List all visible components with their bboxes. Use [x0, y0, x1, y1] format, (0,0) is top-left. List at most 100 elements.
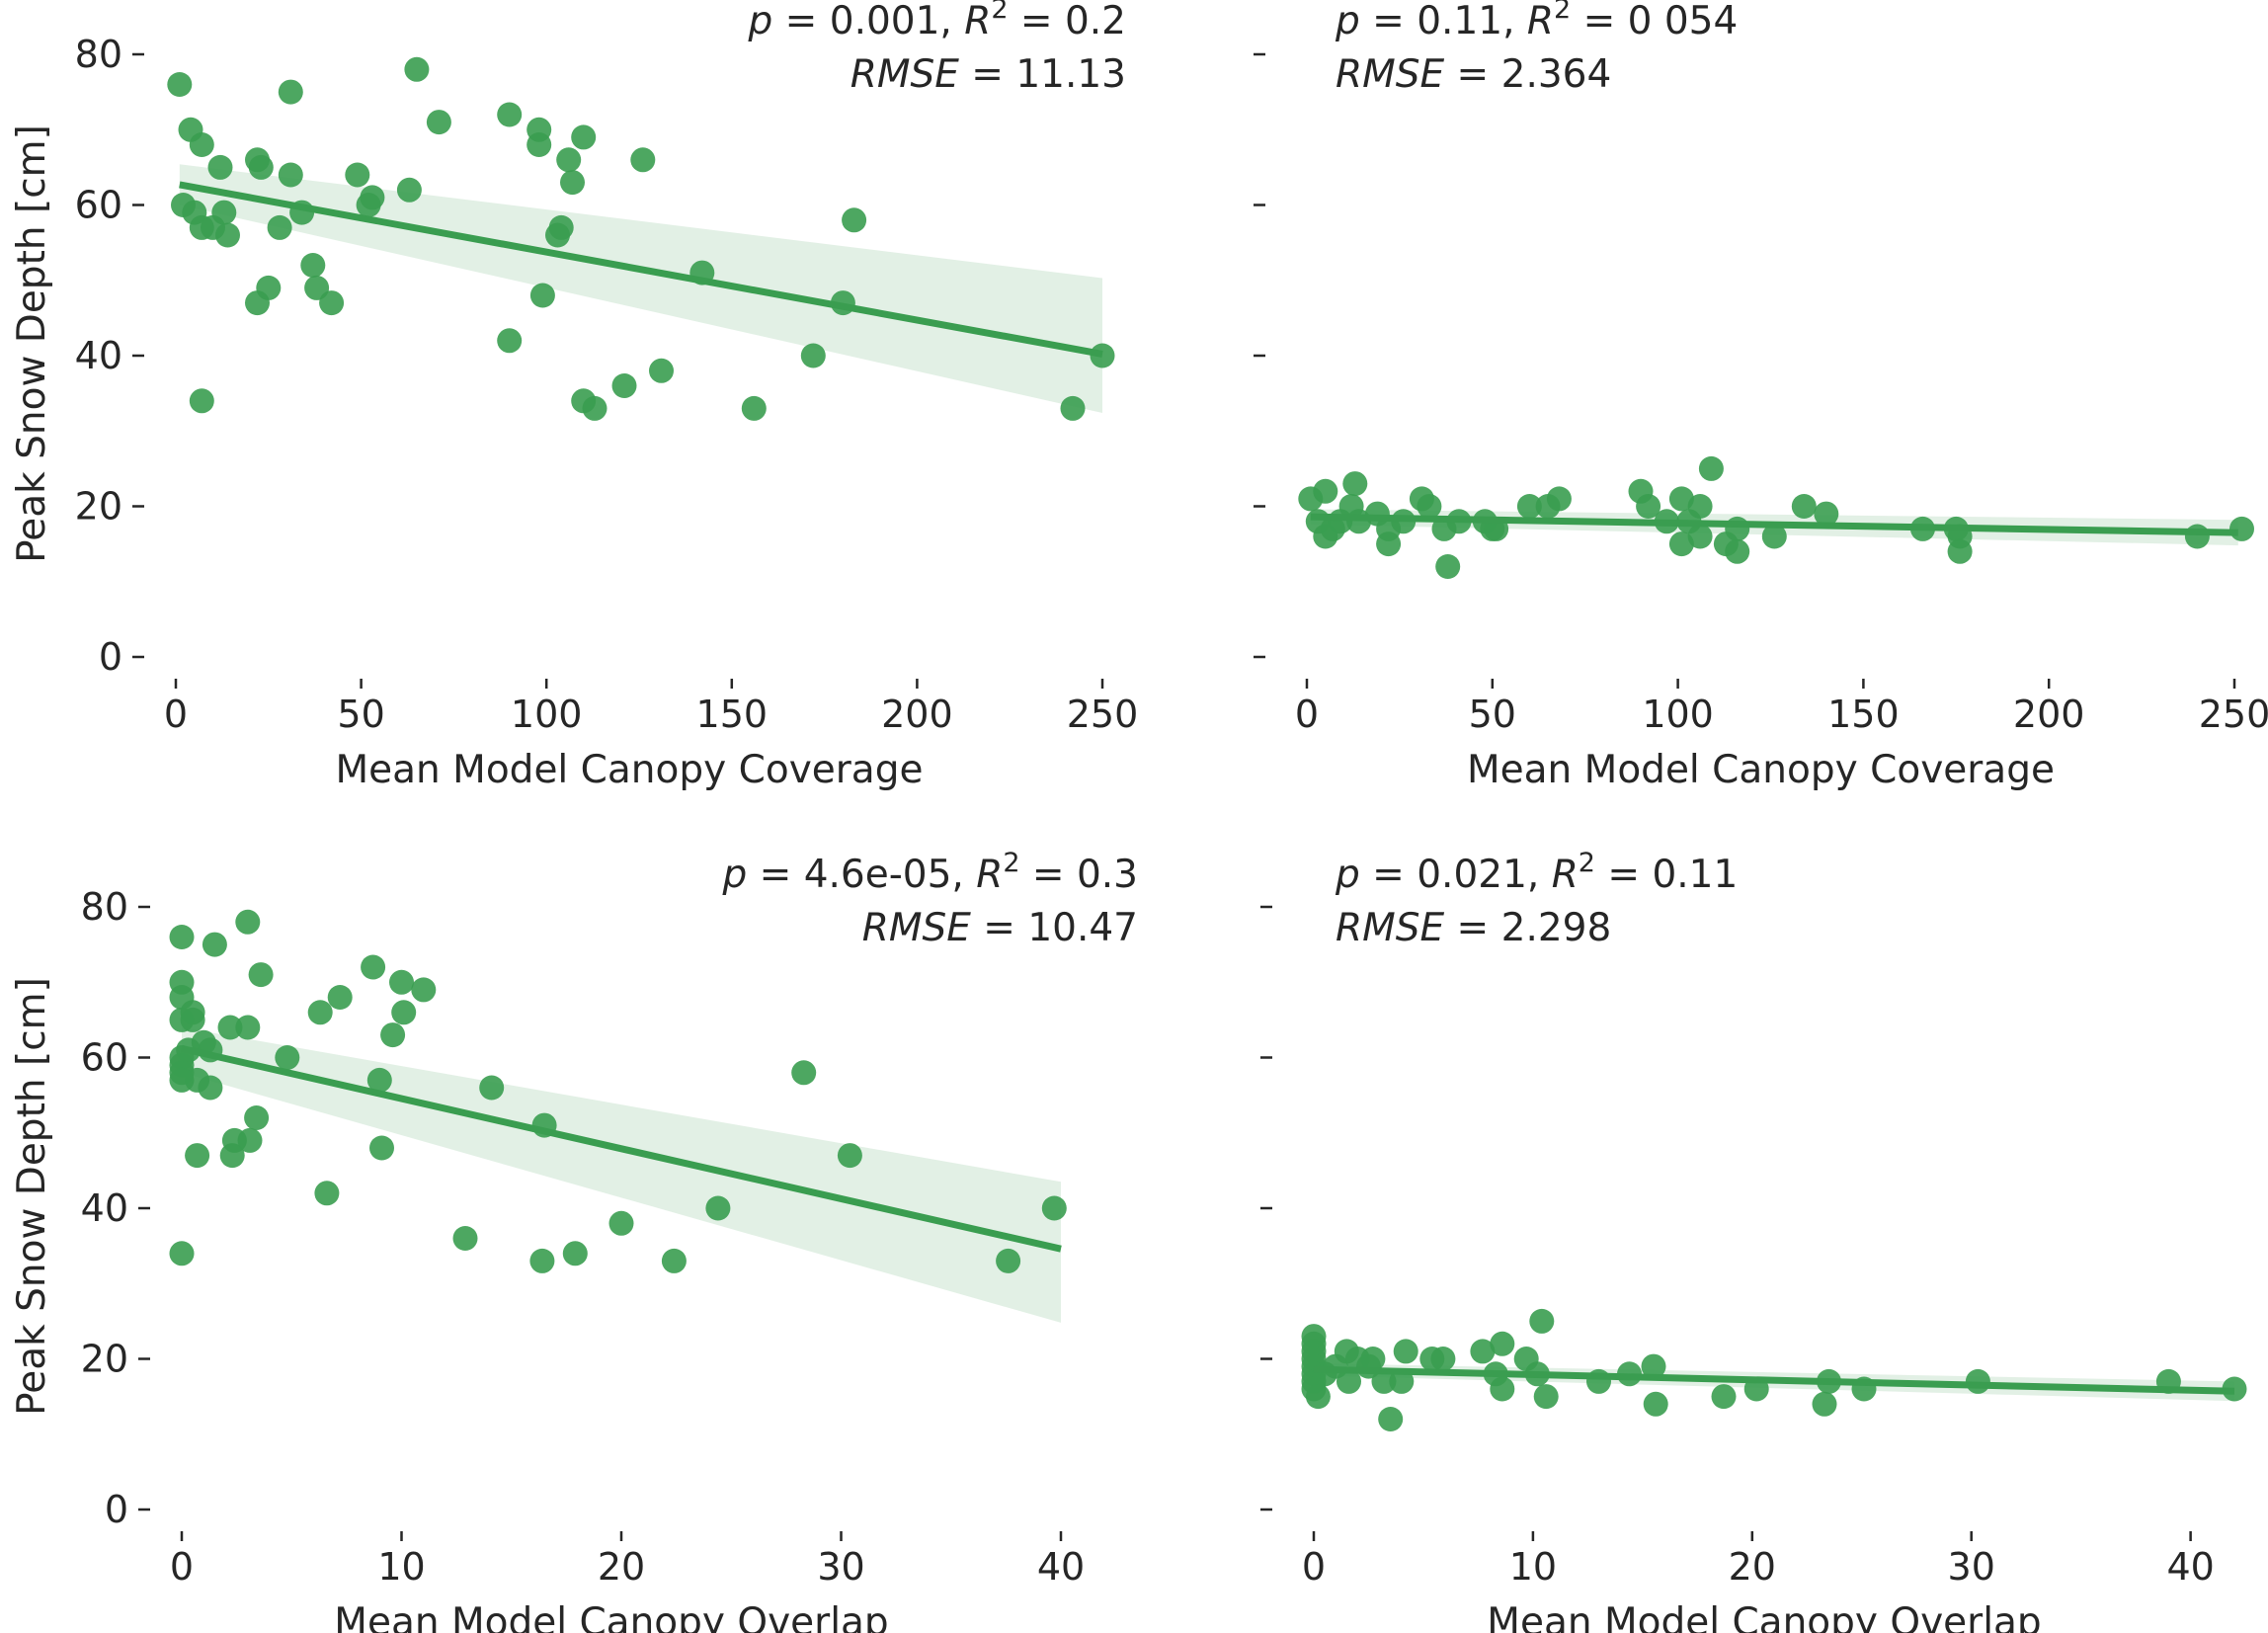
data-point	[1687, 524, 1713, 549]
data-point	[1313, 478, 1338, 504]
x-tick-label: 150	[1827, 693, 1900, 736]
data-point	[741, 395, 767, 421]
x-axis-label: Mean Model Canopy Coverage	[336, 748, 924, 792]
x-axis-label: Mean Model Canopy Coverage	[1467, 748, 2055, 792]
data-point	[1698, 455, 1724, 481]
y-tick-label: 40	[75, 334, 122, 377]
data-point	[248, 962, 274, 988]
stats-annotation-p-r2: p = 4.6e-05, R2 = 0.3	[721, 848, 1138, 897]
data-point	[1490, 1376, 1515, 1402]
data-point	[1725, 516, 1750, 541]
panel-bottom-right: 0 10 20 30 40 Mean Model Canopy Overlap p = 0.…	[1260, 848, 2247, 1633]
x-tick-label: 200	[2013, 693, 2085, 736]
data-point	[169, 1241, 195, 1266]
data-point	[1041, 1195, 1067, 1221]
regression-line	[181, 1044, 1062, 1253]
data-point	[2184, 524, 2210, 549]
data-point	[244, 1105, 270, 1130]
panel-top-left: 0 20 40 60 80 0 50 100 150 200 250 Mean Model Canop…	[10, 0, 1138, 792]
data-point	[369, 1135, 394, 1161]
data-point	[1668, 531, 1694, 557]
data-point	[314, 1181, 340, 1206]
data-point	[380, 1022, 406, 1048]
data-point	[211, 200, 237, 225]
data-point	[582, 395, 608, 421]
data-point	[2229, 516, 2254, 541]
regression-line	[179, 181, 1103, 358]
y-tick-label: 80	[81, 885, 128, 929]
data-point	[571, 124, 597, 150]
x-axis-label: Mean Model Canopy Overlap	[334, 1600, 888, 1633]
data-point	[1490, 1331, 1515, 1356]
data-point	[556, 147, 582, 173]
stats-annotation-p-r2: p = 0.021, R2 = 0.11	[1335, 848, 1738, 897]
data-point	[1090, 343, 1115, 368]
y-tick-label: 0	[99, 635, 122, 679]
data-point	[1305, 1384, 1331, 1410]
data-point	[361, 954, 386, 980]
data-point	[837, 1143, 862, 1169]
x-axis-label: Mean Model Canopy Overlap	[1487, 1600, 2041, 1633]
data-point	[479, 1075, 505, 1101]
x-tick-label: 250	[2199, 693, 2268, 736]
data-point	[1814, 501, 1839, 527]
data-point	[1791, 494, 1817, 519]
stats-annotation-p-r2: p = 0.11, R2 = 0 054	[1335, 0, 1738, 43]
data-point	[180, 1007, 205, 1032]
panel-top-right: 0 50 100 150 200 250 Mean Model Canopy Coverag…	[1254, 0, 2268, 792]
data-point	[452, 1226, 478, 1251]
data-point	[1965, 1368, 1990, 1394]
data-point	[842, 207, 867, 233]
data-point	[1947, 538, 1973, 564]
y-axis-label: Peak Snow Depth [cm]	[10, 124, 54, 563]
data-point	[1435, 554, 1461, 579]
data-point	[1725, 538, 1750, 564]
data-point	[1393, 1339, 1418, 1364]
data-point	[529, 283, 555, 308]
data-point	[1417, 494, 1442, 519]
y-axis-label: Peak Snow Depth [cm]	[10, 977, 54, 1416]
x-tick-label: 10	[377, 1545, 425, 1589]
data-point	[548, 214, 574, 240]
data-point	[235, 1015, 261, 1040]
x-tick-label: 250	[1067, 693, 1139, 736]
data-point	[198, 1075, 223, 1101]
data-point	[529, 1248, 555, 1273]
x-tick-label: 0	[1295, 693, 1319, 736]
data-point	[235, 909, 261, 935]
data-point	[1529, 1308, 1555, 1334]
data-point	[426, 110, 451, 135]
y-tick-label: 20	[81, 1338, 128, 1381]
x-tick-label: 0	[164, 693, 188, 736]
data-point	[304, 275, 330, 300]
data-point	[167, 72, 193, 97]
x-tick-label: 200	[881, 693, 953, 736]
data-point	[1533, 1384, 1559, 1410]
data-point	[705, 1195, 731, 1221]
data-point	[560, 170, 585, 196]
y-tick-label: 40	[81, 1186, 128, 1230]
data-point	[1470, 1339, 1496, 1364]
x-tick-label: 50	[1469, 693, 1516, 736]
x-tick-label: 40	[2166, 1545, 2214, 1589]
data-point	[1389, 1368, 1415, 1394]
x-tick-label: 150	[696, 693, 769, 736]
data-point	[275, 1045, 300, 1070]
x-tick-label: 40	[1037, 1545, 1085, 1589]
data-point	[1643, 1391, 1668, 1417]
stats-annotation-rmse: RMSE = 2.298	[1336, 906, 1611, 950]
x-tick-label: 0	[1302, 1545, 1326, 1589]
y-tick-label: 80	[75, 33, 122, 76]
stats-annotation-rmse: RMSE = 11.13	[850, 52, 1126, 97]
data-point	[327, 985, 353, 1010]
data-point	[278, 79, 303, 105]
data-point	[630, 147, 656, 173]
data-point	[1636, 494, 1661, 519]
data-point	[278, 162, 303, 188]
data-point	[391, 1000, 417, 1025]
x-tick-label: 30	[817, 1545, 864, 1589]
data-point	[800, 343, 826, 368]
data-point	[661, 1248, 687, 1273]
stats-annotation-rmse: RMSE = 2.364	[1336, 52, 1611, 97]
